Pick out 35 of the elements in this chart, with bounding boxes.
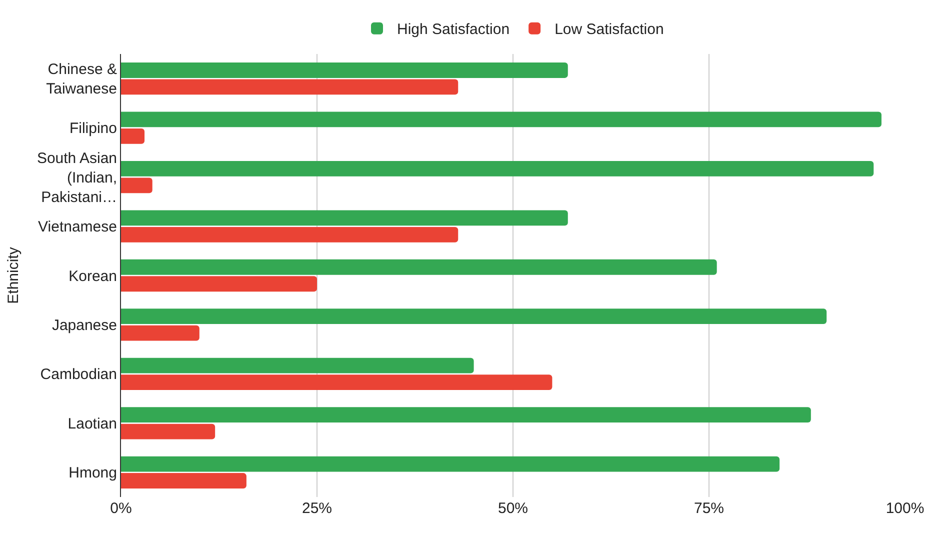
bar (121, 79, 458, 95)
x-tick-label: 50% (498, 500, 528, 517)
bar (121, 325, 200, 341)
bar (121, 128, 145, 144)
bar (121, 308, 827, 324)
bar (121, 358, 474, 374)
bar (121, 160, 874, 176)
x-tick-label: 25% (302, 500, 332, 517)
y-tick-label: South Asian (Indian, Pakistani… (36, 150, 117, 206)
y-tick-label: Vietnamese (38, 218, 117, 236)
y-tick-label: Filipino (69, 120, 117, 138)
y-tick-label: Japanese (52, 316, 117, 334)
legend-label: High Satisfaction (397, 21, 510, 38)
x-tick-label: 100% (886, 500, 924, 517)
y-tick-label: Laotian (68, 415, 117, 432)
y-tick-label: Cambodian (40, 366, 117, 384)
bar (121, 424, 216, 440)
y-axis-title: Ethnicity (5, 246, 22, 304)
bar (121, 473, 246, 488)
bar (121, 226, 458, 242)
bar (121, 276, 317, 292)
y-tick-label: Hmong (68, 464, 117, 482)
legend-label: Low Satisfaction (554, 21, 664, 38)
bar (121, 407, 811, 422)
bar (121, 62, 568, 78)
bar (121, 456, 780, 472)
bar (121, 112, 882, 128)
bar (121, 259, 717, 275)
bar (121, 178, 152, 194)
x-tick-label: 0% (110, 500, 132, 517)
bar (121, 210, 568, 226)
y-tick-label: Chinese & Taiwanese (46, 61, 117, 98)
y-tick-label: Korean (68, 268, 117, 285)
x-tick-label: 75% (694, 500, 724, 517)
bar (121, 374, 552, 390)
